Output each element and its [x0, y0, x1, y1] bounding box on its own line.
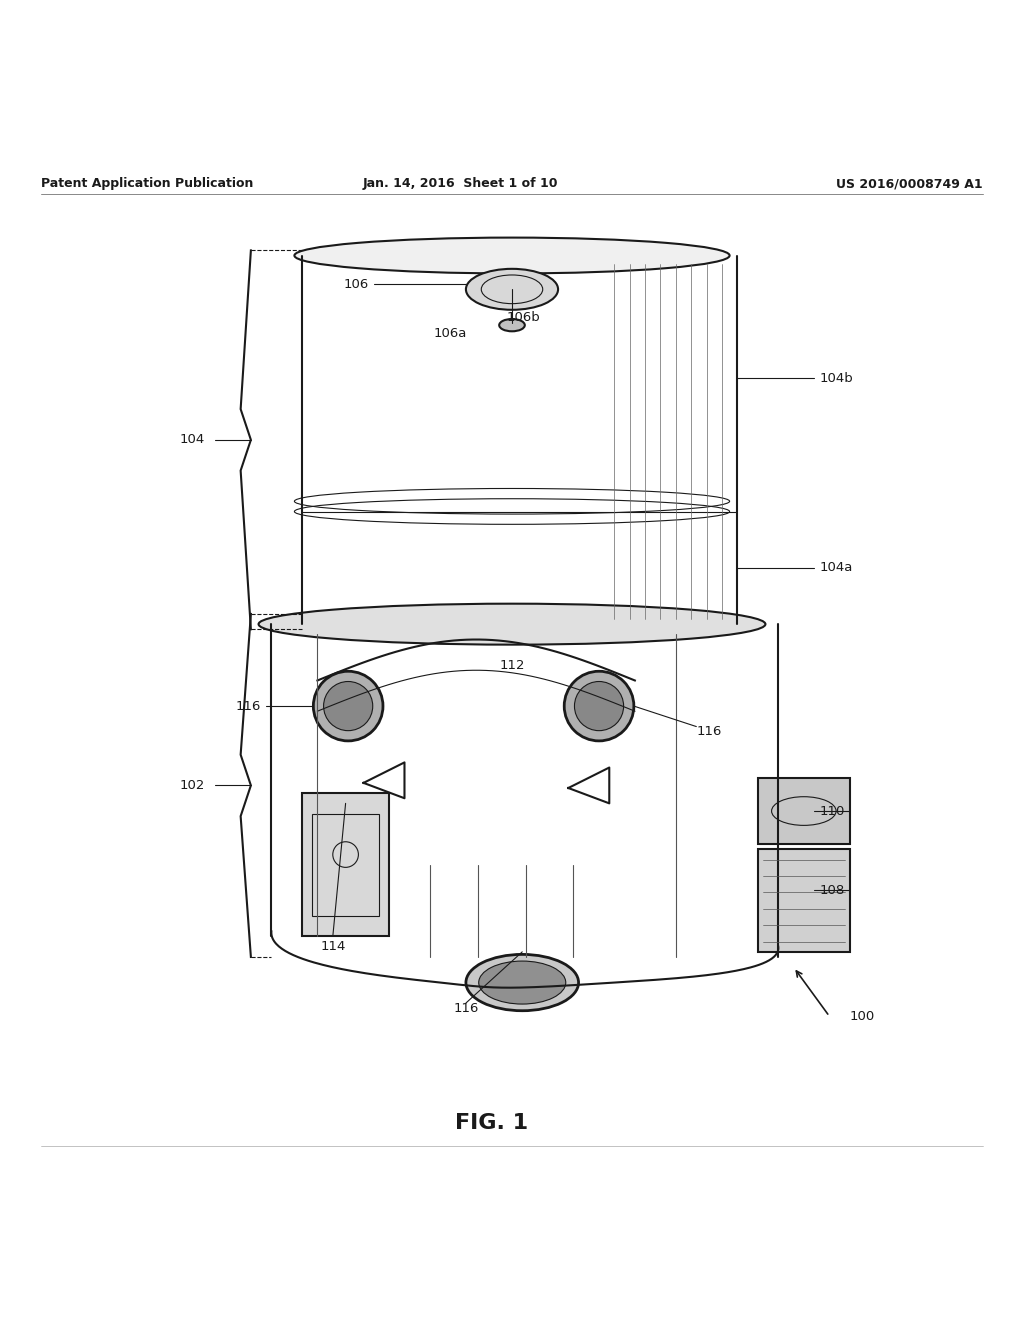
Ellipse shape: [466, 954, 579, 1011]
Text: 104a: 104a: [819, 561, 853, 574]
Text: US 2016/0008749 A1: US 2016/0008749 A1: [837, 177, 983, 190]
Text: 116: 116: [236, 700, 261, 713]
Ellipse shape: [258, 603, 766, 644]
Text: 116: 116: [454, 1002, 478, 1015]
Text: 116: 116: [696, 725, 722, 738]
Ellipse shape: [324, 681, 373, 731]
Ellipse shape: [574, 681, 624, 731]
Text: 106: 106: [343, 277, 369, 290]
Ellipse shape: [466, 269, 558, 310]
Text: 108: 108: [819, 884, 845, 896]
Text: 100: 100: [850, 1010, 876, 1023]
Bar: [312, 813, 379, 916]
Text: 114: 114: [321, 940, 345, 953]
Bar: [302, 793, 389, 936]
Ellipse shape: [313, 672, 383, 741]
Text: 112: 112: [500, 659, 524, 672]
Text: Jan. 14, 2016  Sheet 1 of 10: Jan. 14, 2016 Sheet 1 of 10: [364, 177, 558, 190]
Bar: [758, 850, 850, 952]
Text: 104: 104: [179, 433, 205, 446]
Ellipse shape: [564, 672, 634, 741]
Ellipse shape: [500, 319, 524, 331]
Text: 106a: 106a: [434, 327, 467, 339]
Text: 106b: 106b: [507, 312, 541, 325]
Text: 104b: 104b: [819, 372, 853, 385]
Ellipse shape: [295, 606, 729, 642]
Ellipse shape: [295, 238, 729, 273]
Text: 102: 102: [179, 779, 205, 792]
Text: 110: 110: [819, 804, 845, 817]
Text: FIG. 1: FIG. 1: [455, 1113, 528, 1133]
Ellipse shape: [479, 961, 565, 1005]
Text: Patent Application Publication: Patent Application Publication: [41, 177, 253, 190]
Bar: [758, 777, 850, 845]
